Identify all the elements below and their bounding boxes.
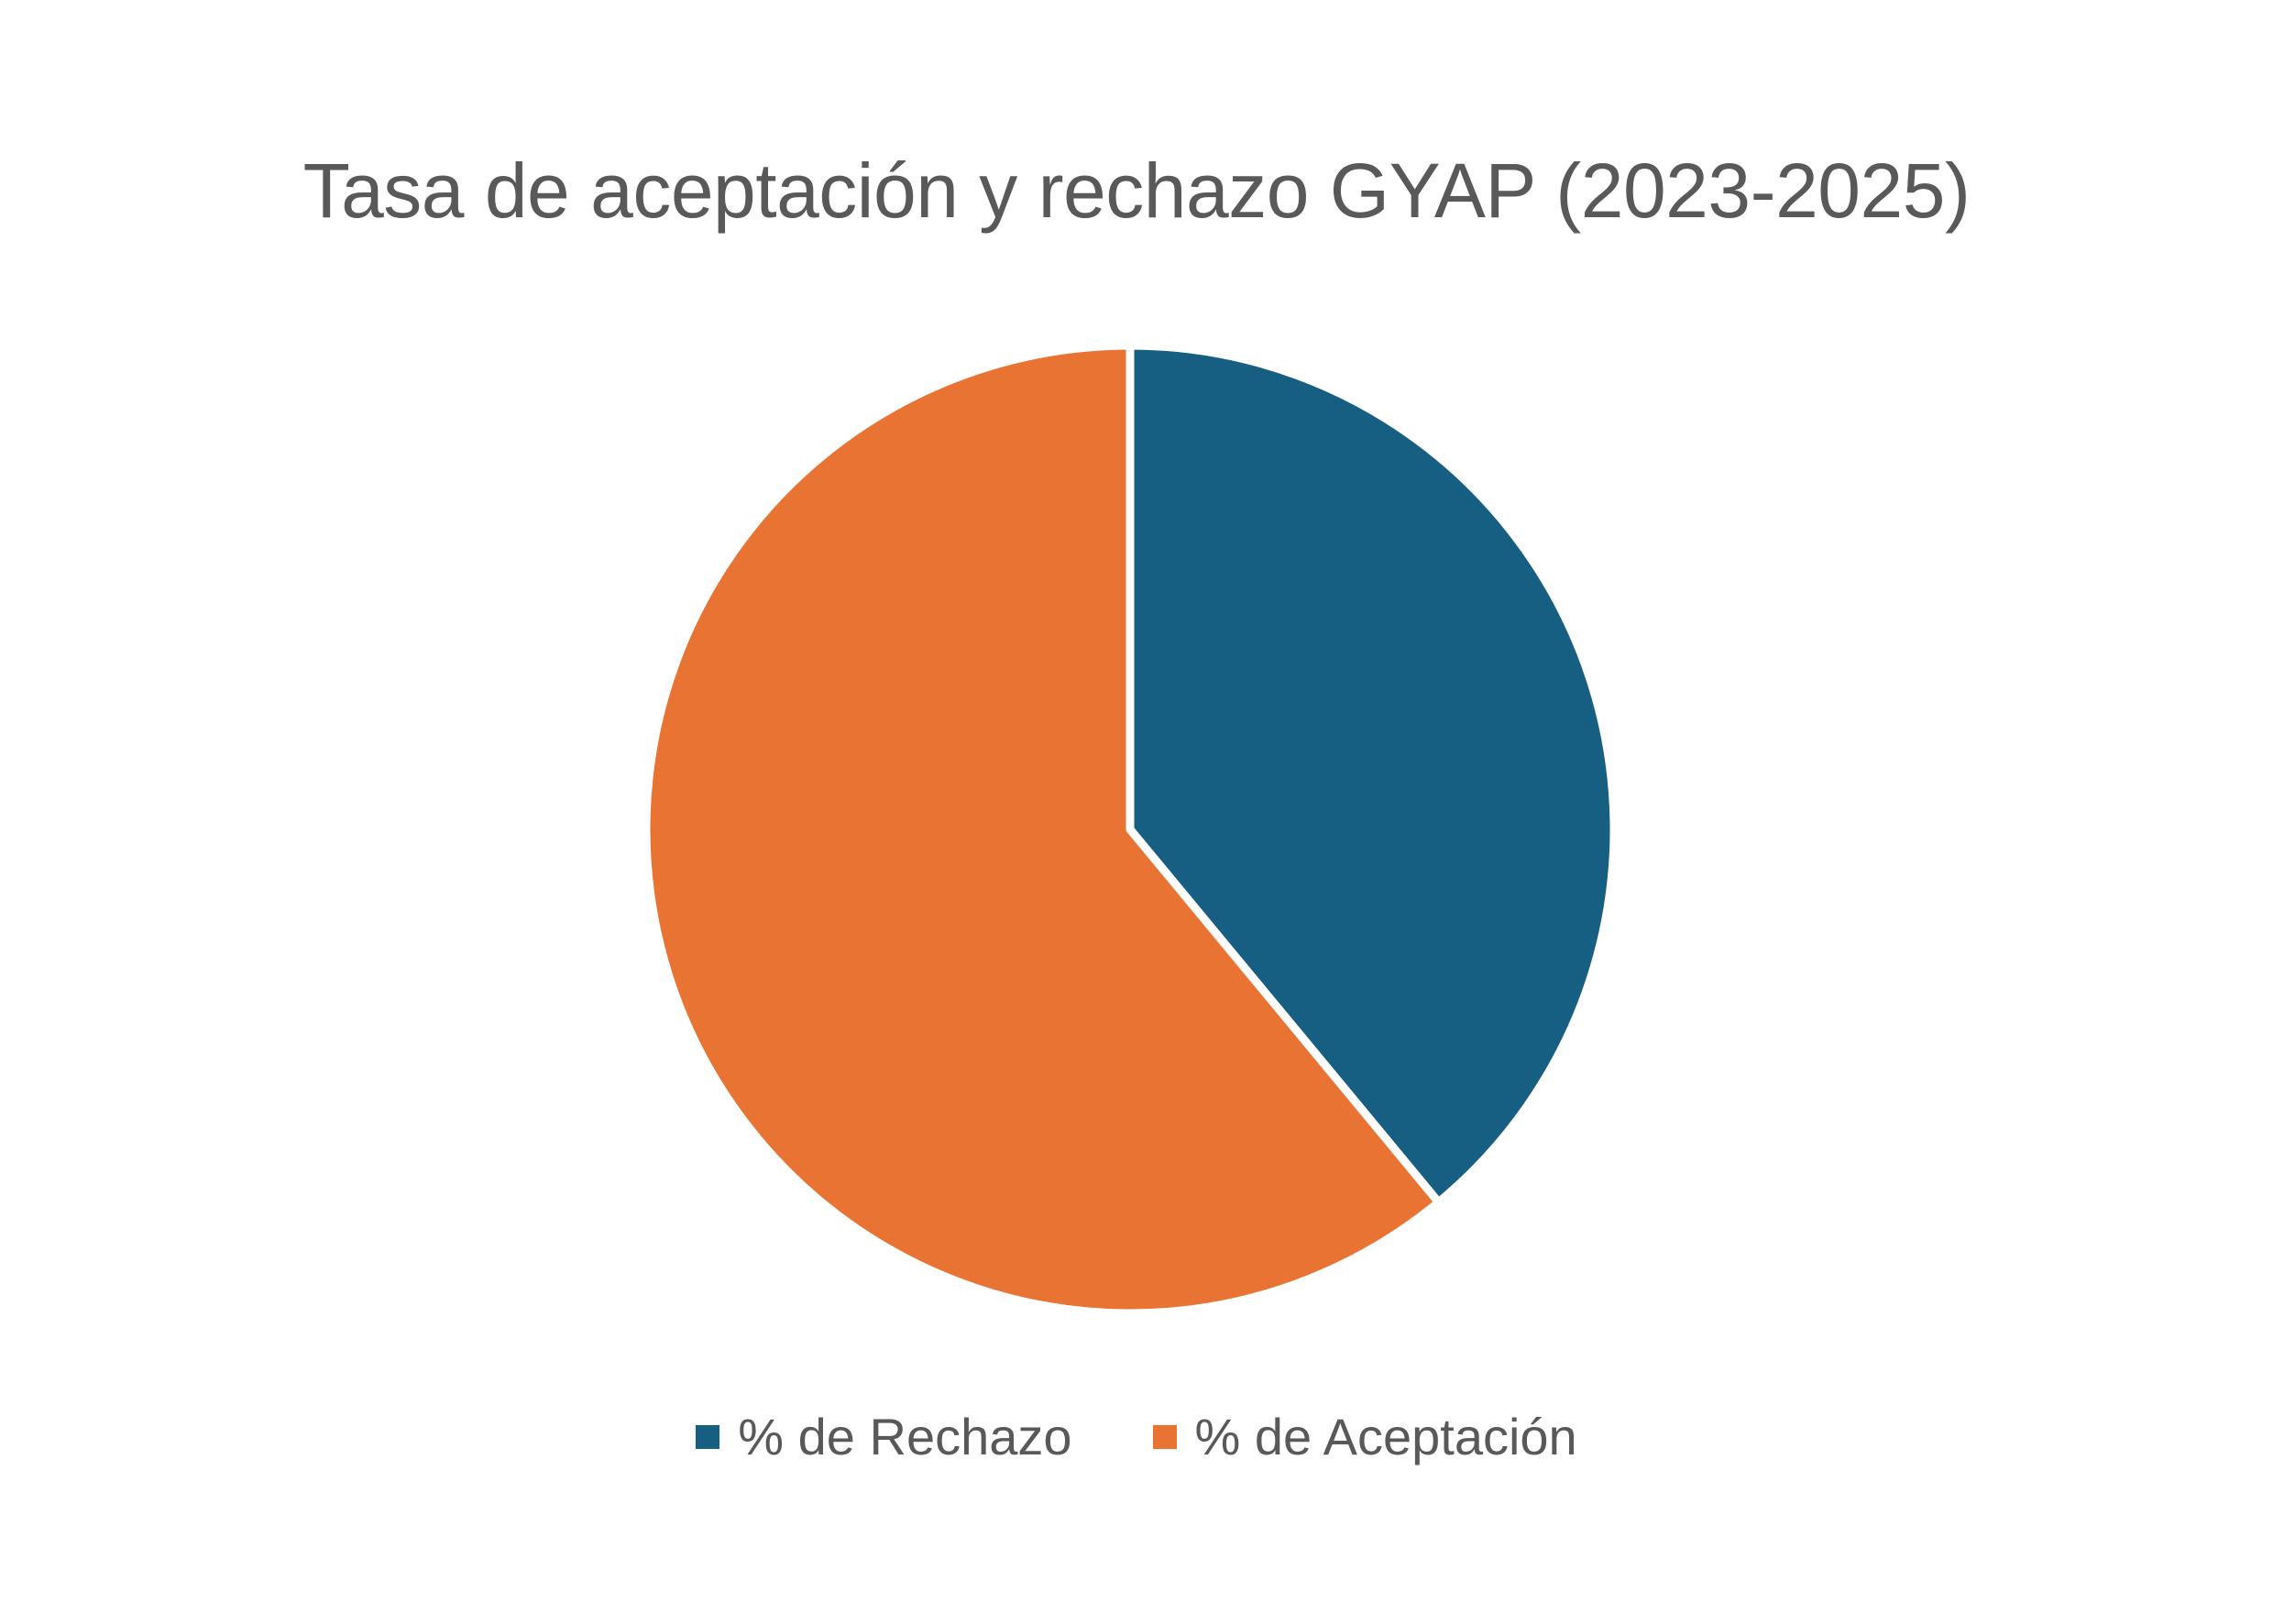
legend-swatch-rechazo (696, 1424, 720, 1449)
legend-label-aceptacion: % de Aceptación (1194, 1408, 1577, 1465)
chart-title: Tasa de aceptación y rechazo GYAP (2023-… (302, 148, 1971, 234)
legend-item-aceptacion[interactable]: % de Aceptación (1152, 1407, 1577, 1466)
legend-swatch-aceptacion (1152, 1424, 1177, 1449)
pie-slice-aceptacion[interactable] (642, 341, 1444, 1318)
legend-item-rechazo[interactable]: % de Rechazo (696, 1407, 1072, 1466)
pie-slices (642, 341, 1619, 1318)
legend-label-rechazo: % de Rechazo (738, 1408, 1072, 1465)
legend: % de Rechazo % de Aceptación (0, 1407, 2273, 1466)
pie-slice-rechazo[interactable] (1126, 341, 1619, 1207)
